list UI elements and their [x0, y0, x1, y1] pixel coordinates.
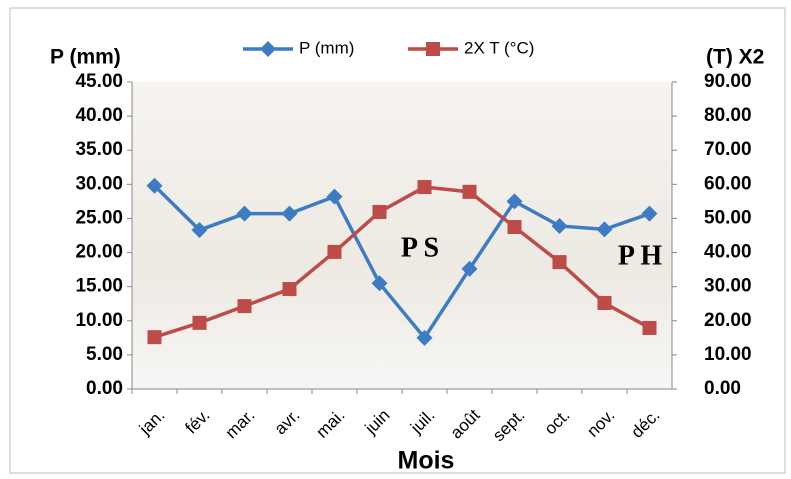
y2-tick-label: 30.00 [704, 276, 752, 297]
point [238, 299, 252, 313]
legend-label: P (mm) [299, 38, 354, 57]
x-tick-label: déc. [627, 406, 663, 442]
y-tick-label: 40.00 [75, 105, 123, 126]
point [553, 255, 567, 269]
legend-marker [426, 42, 440, 56]
x-tick-label: sept. [489, 406, 528, 445]
y2-tick-label: 0.00 [704, 378, 741, 399]
point [373, 205, 387, 219]
y-tick-label: 35.00 [75, 139, 123, 160]
y2-axis-title: (T) X2 [706, 46, 764, 69]
point [148, 330, 162, 344]
x-tick-label: août [447, 405, 484, 442]
y2-tick-label: 90.00 [704, 71, 752, 92]
legend-label: 2X T (°C) [464, 38, 534, 57]
y2-tick-label: 40.00 [704, 242, 752, 263]
x-tick-label: avr. [271, 406, 304, 439]
y2-tick-label: 80.00 [704, 105, 752, 126]
x-tick-label: oct. [541, 406, 574, 439]
y-tick-label: 10.00 [75, 310, 123, 331]
point [283, 282, 297, 296]
y2-tick-label: 60.00 [704, 173, 752, 194]
point [598, 296, 612, 310]
point [508, 220, 522, 234]
y-tick-label: 0.00 [86, 378, 123, 399]
y2-tick-label: 50.00 [704, 207, 752, 228]
x-tick-label: mar. [222, 406, 259, 443]
x-tick-label: juil. [406, 406, 438, 438]
y2-tick-label: 20.00 [704, 310, 752, 331]
point [328, 245, 342, 259]
y2-tick-label: 10.00 [704, 344, 752, 365]
point [193, 316, 207, 330]
x-tick-label: jan. [135, 406, 169, 440]
point [643, 321, 657, 335]
y-tick-label: 45.00 [75, 71, 123, 92]
y2-tick-label: 70.00 [704, 139, 752, 160]
y-axis-title: P (mm) [50, 46, 121, 69]
x-tick-label: mai. [312, 406, 348, 442]
legend-marker [260, 41, 276, 57]
point [463, 185, 477, 199]
annotation: P S [401, 232, 439, 263]
y-tick-label: 5.00 [86, 344, 123, 365]
x-tick-label: juin [361, 406, 394, 439]
point [418, 180, 432, 194]
y-tick-label: 20.00 [75, 242, 123, 263]
x-tick-label: nov. [583, 406, 618, 441]
annotation: P H [618, 240, 663, 271]
y-tick-label: 25.00 [75, 207, 123, 228]
y-tick-label: 30.00 [75, 173, 123, 194]
x-axis-title: Mois [398, 447, 455, 475]
y-tick-label: 15.00 [75, 276, 123, 297]
x-tick-label: fév. [182, 406, 214, 438]
chart: P (mm) (T) X2 Mois 0.00 5.00 10.00 15.00 20.… [0, 0, 791, 479]
